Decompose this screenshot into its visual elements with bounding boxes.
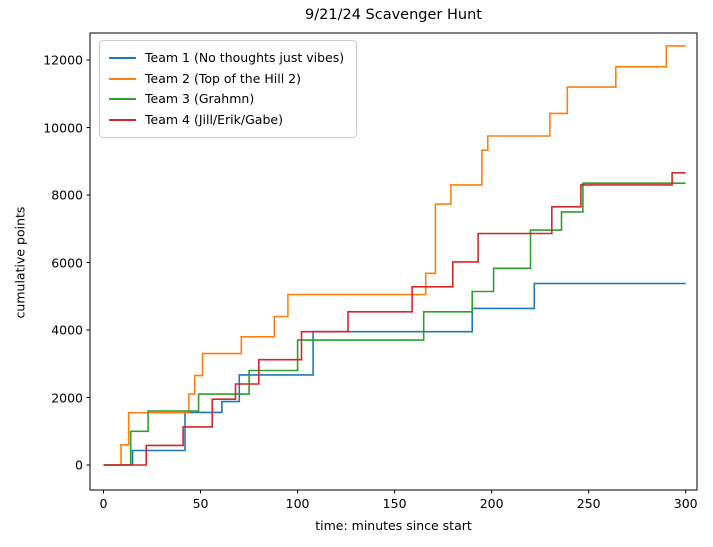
team1-line-swatch	[109, 57, 136, 60]
tick-marks	[86, 59, 687, 494]
legend-item-team3: Team 3 (Grahmn)	[109, 89, 344, 110]
chart-title: 9/21/24 Scavenger Hunt	[305, 7, 482, 23]
y-tick-label: 2000	[51, 390, 83, 405]
legend-label-team1: Team 1 (No thoughts just vibes)	[145, 50, 345, 65]
x-tick-label: 100	[285, 496, 310, 511]
legend-label-team2: Team 2 (Top of the Hill 2)	[145, 70, 302, 86]
series-line-team3	[103, 182, 686, 466]
y-tick-label: 0	[75, 457, 83, 473]
legend: Team 1 (No thoughts just vibes) Team 2 (…	[99, 40, 358, 138]
legend-item-team1: Team 1 (No thoughts just vibes)	[109, 48, 344, 69]
team3-line-swatch	[109, 98, 136, 101]
plot-border	[89, 32, 698, 491]
legend-item-team2: Team 2 (Top of the Hill 2)	[109, 69, 344, 90]
series-line-team2	[103, 45, 686, 466]
x-tick-label: 300	[673, 496, 698, 511]
x-tick-label: 200	[479, 496, 504, 511]
x-tick-label: 0	[99, 496, 108, 511]
team4-line-swatch	[109, 118, 136, 121]
y-tick-label: 12000	[43, 52, 83, 68]
y-tick-label: 10000	[43, 120, 83, 136]
x-axis-label: time: minutes since start	[315, 518, 472, 533]
series-line-team1	[103, 282, 686, 466]
y-tick-label: 8000	[51, 187, 83, 203]
y-tick-label: 6000	[51, 255, 83, 271]
x-tick-label: 50	[192, 496, 209, 511]
team2-line-swatch	[109, 77, 136, 80]
series-line-team4	[103, 172, 686, 466]
legend-item-team4: Team 4 (Jill/Erik/Gabe)	[109, 110, 344, 131]
x-tick-label: 250	[576, 496, 601, 511]
y-tick-label: 4000	[51, 322, 83, 338]
legend-label-team3: Team 3 (Grahmn)	[145, 91, 255, 106]
x-tick-label: 150	[382, 496, 407, 511]
series-lines	[103, 45, 686, 466]
legend-label-team4: Team 4 (Jill/Erik/Gabe)	[145, 111, 283, 127]
